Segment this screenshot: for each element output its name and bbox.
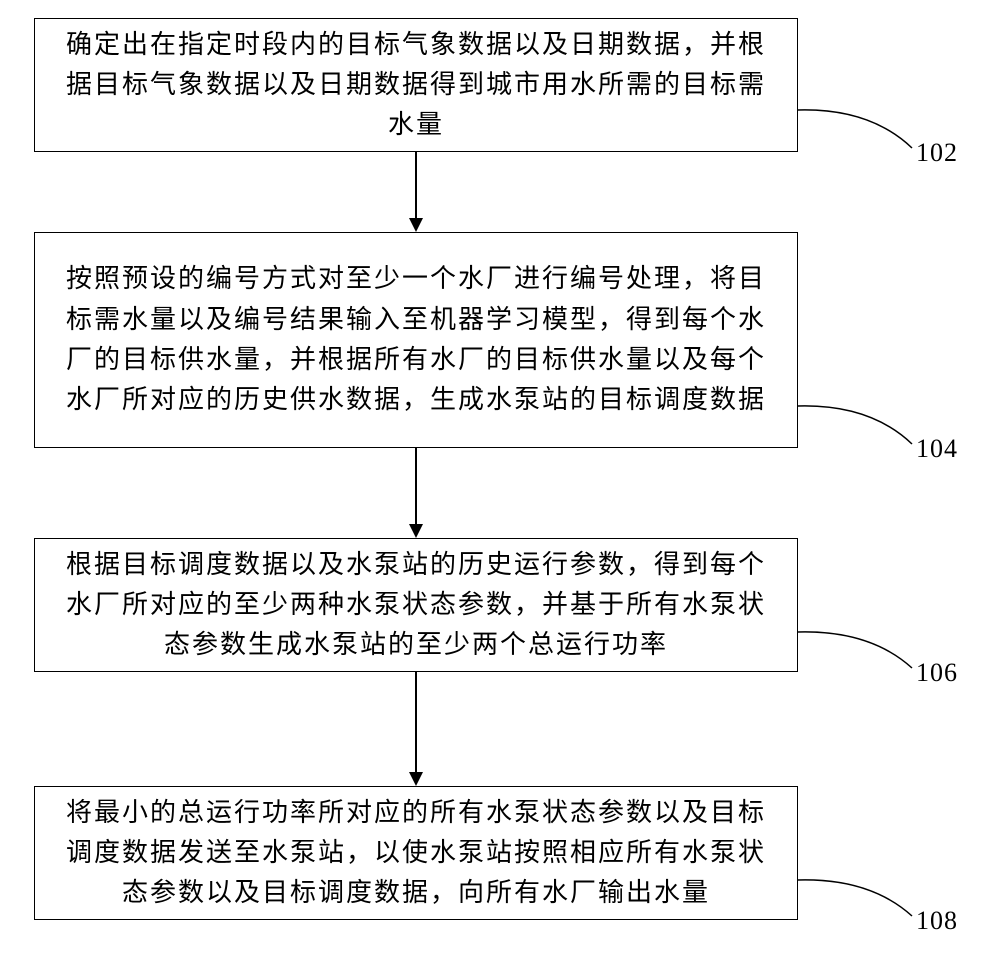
flow-node-104: 按照预设的编号方式对至少一个水厂进行编号处理，将目标需水量以及编号结果输入至机器… (34, 232, 798, 448)
flowchart-container: 确定出在指定时段内的目标气象数据以及日期数据，并根据目标气象数据以及日期数据得到… (0, 0, 1000, 976)
flow-node-102: 确定出在指定时段内的目标气象数据以及日期数据，并根据目标气象数据以及日期数据得到… (34, 18, 798, 152)
flow-node-106: 根据目标调度数据以及水泵站的历史运行参数，得到每个水厂所对应的至少两种水泵状态参… (34, 538, 798, 672)
arrow-line (415, 672, 417, 772)
reference-label-108: 108 (916, 906, 958, 936)
flow-node-text: 根据目标调度数据以及水泵站的历史运行参数，得到每个水厂所对应的至少两种水泵状态参… (59, 545, 773, 666)
flow-node-text: 确定出在指定时段内的目标气象数据以及日期数据，并根据目标气象数据以及日期数据得到… (59, 25, 773, 146)
arrow-line (415, 448, 417, 524)
flow-node-text: 将最小的总运行功率所对应的所有水泵状态参数以及目标调度数据发送至水泵站，以使水泵… (59, 793, 773, 914)
flow-node-text: 按照预设的编号方式对至少一个水厂进行编号处理，将目标需水量以及编号结果输入至机器… (59, 259, 773, 420)
reference-label-104: 104 (916, 434, 958, 464)
reference-label-106: 106 (916, 658, 958, 688)
arrow-line (415, 152, 417, 218)
reference-label-102: 102 (916, 138, 958, 168)
arrow-head-icon (409, 524, 423, 538)
arrow-head-icon (409, 772, 423, 786)
flow-node-108: 将最小的总运行功率所对应的所有水泵状态参数以及目标调度数据发送至水泵站，以使水泵… (34, 786, 798, 920)
arrow-head-icon (409, 218, 423, 232)
